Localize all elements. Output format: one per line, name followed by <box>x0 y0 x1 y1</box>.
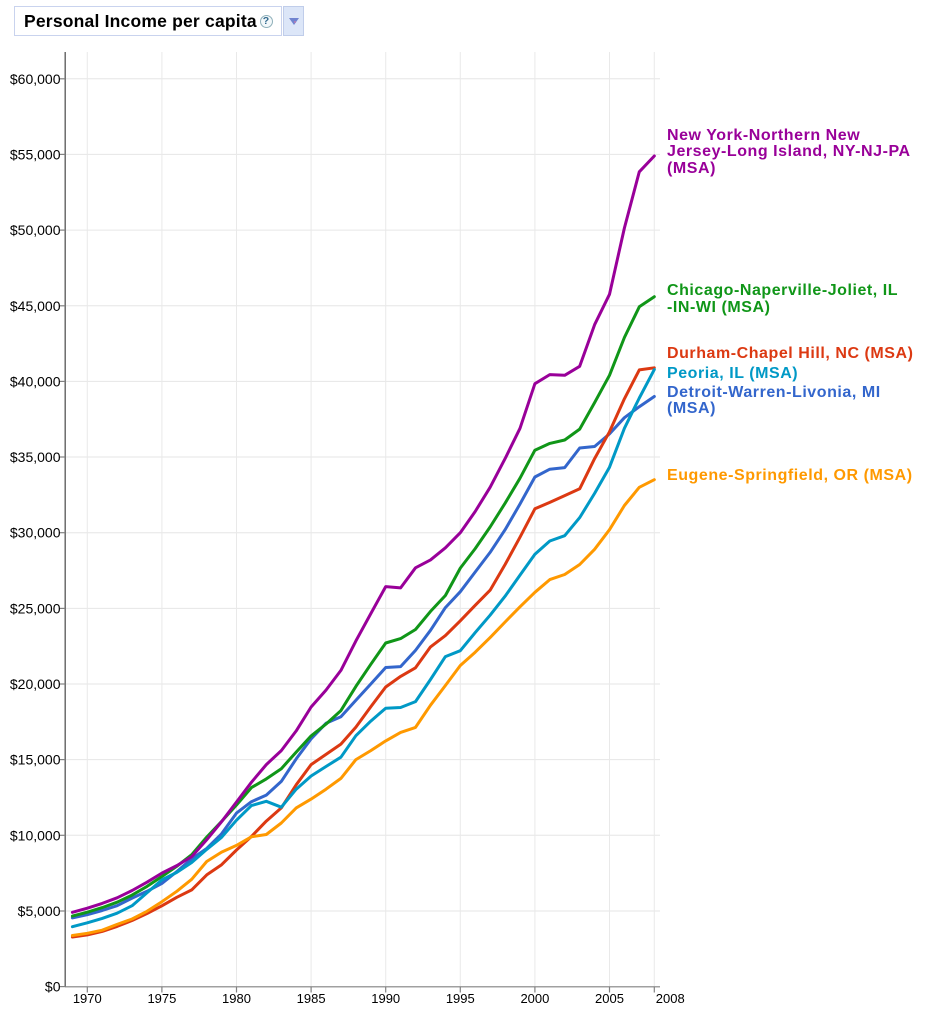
svg-text:$60,000: $60,000 <box>10 71 61 87</box>
svg-text:$30,000: $30,000 <box>10 525 61 541</box>
svg-text:2008: 2008 <box>656 991 685 1006</box>
svg-text:$25,000: $25,000 <box>10 600 61 616</box>
svg-text:$10,000: $10,000 <box>10 827 61 843</box>
svg-text:1995: 1995 <box>446 991 475 1006</box>
svg-text:2005: 2005 <box>595 991 624 1006</box>
svg-text:1970: 1970 <box>73 991 102 1006</box>
svg-text:$45,000: $45,000 <box>10 298 61 314</box>
svg-text:$40,000: $40,000 <box>10 373 61 389</box>
svg-text:1985: 1985 <box>297 991 326 1006</box>
svg-text:2000: 2000 <box>520 991 549 1006</box>
svg-text:1975: 1975 <box>147 991 176 1006</box>
svg-text:$50,000: $50,000 <box>10 222 61 238</box>
svg-text:1990: 1990 <box>371 991 400 1006</box>
svg-text:$20,000: $20,000 <box>10 676 61 692</box>
svg-text:$55,000: $55,000 <box>10 146 61 162</box>
svg-text:1980: 1980 <box>222 991 251 1006</box>
svg-text:$5,000: $5,000 <box>18 903 61 919</box>
svg-text:$15,000: $15,000 <box>10 752 61 768</box>
svg-text:$0: $0 <box>45 979 61 995</box>
svg-text:$35,000: $35,000 <box>10 449 61 465</box>
